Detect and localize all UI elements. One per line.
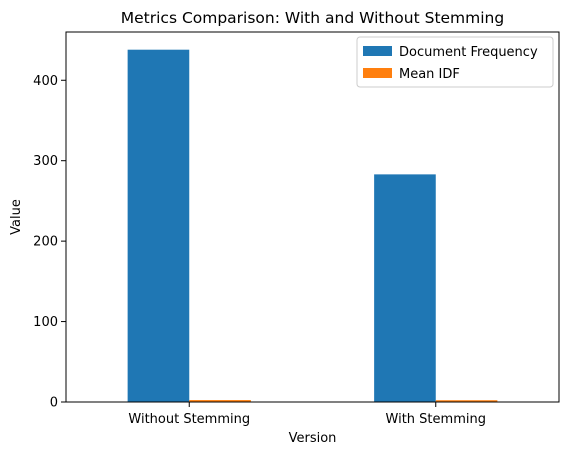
legend-label: Document Frequency [399, 45, 538, 60]
y-tick-label: 200 [33, 235, 58, 250]
x-axis-ticks: Without Stemming With Stemming [128, 402, 486, 427]
legend-label: Mean IDF [399, 67, 460, 82]
y-axis-title: Value [9, 199, 24, 235]
bar-mean-idf-2 [435, 400, 498, 402]
legend-swatch [363, 68, 392, 78]
bar-mean-idf-1 [189, 400, 251, 402]
legend-box [356, 36, 554, 88]
legend: Document Frequency Mean IDF [356, 36, 554, 88]
legend-swatch [363, 46, 392, 56]
y-axis-ticks: 0 100 200 300 400 [33, 74, 66, 411]
x-tick-label: Without Stemming [128, 412, 250, 427]
plot-frame [65, 31, 560, 403]
chart-title: Metrics Comparison: With and Without Ste… [121, 9, 504, 27]
y-tick-label: 300 [33, 154, 58, 169]
bars-layer [127, 49, 498, 402]
bar-document-frequency-1 [127, 49, 190, 402]
y-tick-label: 100 [33, 315, 58, 330]
y-tick-label: 400 [33, 74, 58, 89]
y-tick-label: 0 [50, 396, 58, 411]
bar-document-frequency-2 [374, 174, 436, 402]
x-axis-title: Version [289, 431, 337, 446]
x-tick-label: With Stemming [386, 412, 486, 427]
